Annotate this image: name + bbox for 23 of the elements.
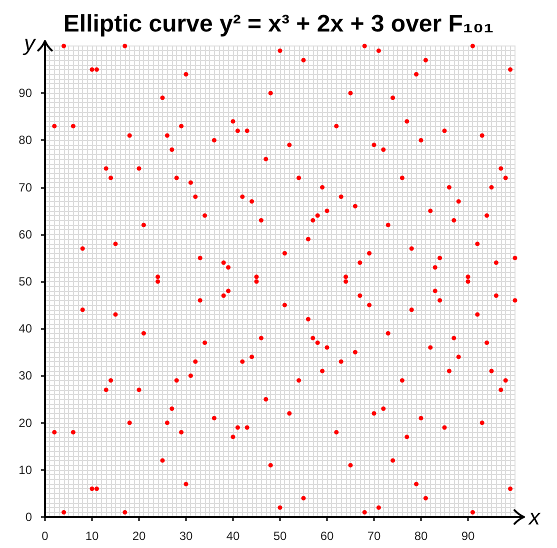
y-axis-title: y — [22, 30, 37, 56]
x-tick-label: 0 — [42, 529, 49, 543]
y-tick-label: 90 — [18, 86, 32, 100]
x-tick-label: 70 — [367, 529, 381, 543]
y-tick-label: 0 — [25, 510, 32, 524]
y-tick-label: 70 — [18, 180, 32, 194]
y-tick-label: 20 — [18, 416, 32, 430]
x-axis-title: x — [528, 504, 541, 530]
y-tick-label: 40 — [18, 322, 32, 336]
y-tick-label: 50 — [18, 274, 32, 288]
x-tick-label: 60 — [320, 529, 334, 543]
x-tick-label: 90 — [461, 529, 475, 543]
y-tick-label: 80 — [18, 133, 32, 148]
x-tick-label: 30 — [179, 529, 193, 543]
y-tick-label: 10 — [18, 462, 32, 477]
y-tick-label: 30 — [18, 368, 32, 383]
x-tick-label: 40 — [226, 529, 240, 543]
y-tick-label: 60 — [18, 227, 32, 242]
x-tick-label: 80 — [414, 529, 428, 543]
x-tick-label: 20 — [132, 529, 146, 543]
chart-title: Elliptic curve y² = x³ + 2x + 3 over F₁₀₁ — [63, 10, 494, 38]
x-tick-label: 10 — [85, 529, 99, 543]
x-tick-label: 50 — [273, 529, 287, 543]
